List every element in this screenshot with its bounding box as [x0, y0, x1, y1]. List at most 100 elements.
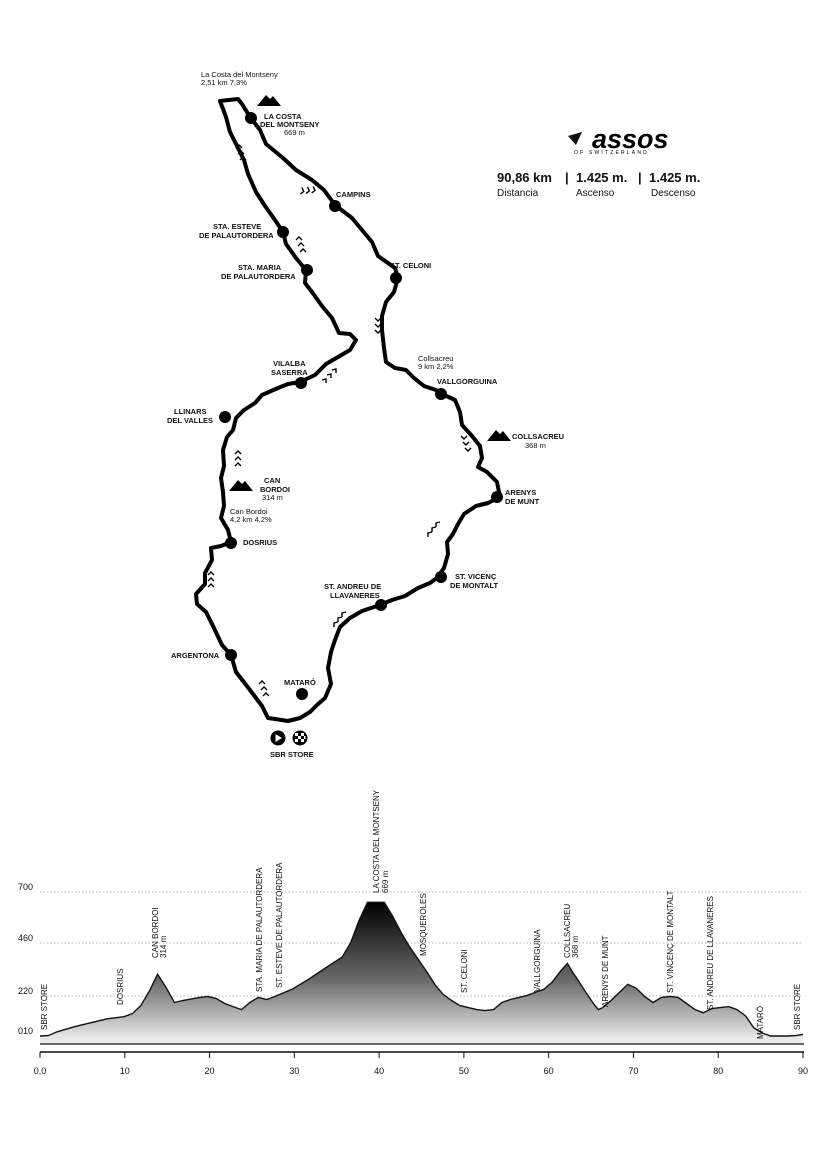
profile-label-sbr-start: SBR STORE: [40, 984, 49, 1030]
town-llinars-2: DEL VALLES: [167, 416, 213, 425]
profile-label-st-esteve: ST. ESTEVE DE PALAUTORDERA: [275, 862, 284, 988]
arrow-up-icon: [321, 368, 337, 383]
profile-label-collsacreu: COLLSACREU: [563, 904, 572, 958]
arrow-up-icon: [258, 680, 270, 697]
profile-label-can-bordoi-alt: 314 m: [159, 935, 168, 958]
town-dot: [435, 571, 447, 583]
stat-descent-label: Descenso: [651, 188, 696, 199]
route-line: [194, 97, 502, 723]
stat-distance-label: Distancia: [497, 188, 539, 199]
x-tick-label: 40: [374, 1066, 384, 1076]
y-tick-label: 460: [18, 933, 33, 943]
profile-label-collsacreu-alt: 368 m: [571, 935, 580, 958]
mountain-icon: [257, 95, 281, 106]
town-dot: [390, 272, 402, 284]
x-tick-label: 30: [289, 1066, 299, 1076]
start-finish-icons: [270, 730, 308, 746]
town-dot: [219, 411, 231, 423]
town-vallgorguina: VALLGORGUINA: [437, 377, 498, 386]
town-dot: [225, 649, 237, 661]
x-tick-label: 60: [544, 1066, 554, 1076]
arrow-up-icon: [234, 450, 242, 467]
peak-collsacreu-alt: 368 m: [525, 441, 546, 450]
profile-labels: SBR STORE DOSRIUS CAN BORDOI 314 m STA. …: [40, 789, 802, 1039]
climb-costa-name: La Costa del Montseny: [201, 70, 278, 79]
y-tick-label: 700: [18, 882, 33, 892]
stat-ascent-label: Ascenso: [576, 188, 615, 199]
town-dot: [295, 377, 307, 389]
y-tick-label: 220: [18, 986, 33, 996]
stat-separator-1: |: [565, 170, 569, 185]
town-dot: [245, 112, 257, 124]
profile-label-dosrius: DOSRIUS: [116, 969, 125, 1005]
brand-tagline: OF SWITZERLAND: [574, 150, 649, 156]
peak-costa-name: LA COSTA: [264, 112, 302, 121]
peak-costa-alt: 669 m: [284, 128, 305, 137]
stat-descent: 1.425 m.: [649, 170, 700, 185]
profile-label-arenys: ARENYS DE MUNT: [601, 935, 610, 1007]
profile-outline: [39, 901, 804, 1037]
town-dosrius: DOSRIUS: [243, 538, 277, 547]
direction-arrows: [207, 144, 472, 697]
x-tick-label: 20: [205, 1066, 215, 1076]
profile-label-vallgorguina: VALLGORGUINA: [533, 929, 542, 992]
profile-label-sbr-end: SBR STORE: [793, 984, 802, 1030]
x-tick-label: 90: [798, 1066, 808, 1076]
arrow-down-icon: [333, 611, 347, 627]
y-tick-label: 010: [18, 1026, 33, 1036]
profile-label-st-vicenc: ST. VINCENÇ DE MONTALT: [666, 891, 675, 993]
profile-area: [40, 902, 803, 1044]
town-dot: [491, 491, 503, 503]
town-sta-esteve-2: DE PALAUTORDERA: [199, 231, 274, 240]
town-vilalba-2: SASERRA: [271, 368, 308, 377]
town-arenys: ARENYS: [505, 488, 536, 497]
town-dot: [329, 200, 341, 212]
brand-name: assos: [592, 124, 669, 154]
elevation-profile: 700 460 220 010 0,0 10 20 30 40 50 60 70 80 90 SB…: [18, 789, 808, 1076]
peak-can-bordoi-name-2: BORDOI: [260, 485, 290, 494]
profile-label-sta-maria: STA. MARIA DE PALAUTORDERA: [255, 867, 264, 992]
profile-label-costa-alt: 669 m: [381, 870, 390, 893]
town-llinars: LLINARS: [174, 407, 207, 416]
profile-label-mosqueroles: MOSQUEROLES: [419, 893, 428, 956]
arrow-down-icon: [299, 186, 316, 195]
stat-distance: 90,86 km: [497, 170, 552, 185]
arrow-up-icon: [207, 571, 215, 588]
town-st-vicenc-2: DE MONTALT: [450, 581, 498, 590]
peak-costa-name-2: DEL MONTSENY: [260, 120, 319, 129]
start-label: SBR STORE: [270, 750, 314, 759]
town-st-celoni: ST. CELONI: [390, 261, 431, 270]
x-tick-label: 50: [459, 1066, 469, 1076]
town-arenys-2: DE MUNT: [505, 497, 540, 506]
town-dot: [277, 226, 289, 238]
mountain-icon: [487, 430, 511, 441]
x-tick-label: 70: [628, 1066, 638, 1076]
town-dot: [225, 537, 237, 549]
y-axis: 700 460 220 010: [18, 882, 33, 1036]
brand-logo: assos OF SWITZERLAND: [568, 124, 669, 156]
town-dot: [296, 688, 308, 700]
x-axis: 0,0 10 20 30 40 50 60 70 80 90: [34, 1052, 808, 1076]
route-map: La Costa del Montseny 2,51 km 7,3% LA CO…: [167, 70, 564, 759]
town-dot: [375, 599, 387, 611]
town-st-vicenc: ST. VICENÇ: [455, 572, 497, 581]
x-tick-label: 0,0: [34, 1066, 47, 1076]
town-markers: [219, 112, 503, 700]
profile-label-can-bordoi: CAN BORDOI: [151, 907, 160, 958]
mountain-icon: [229, 480, 253, 491]
climb-collsacreu-stats: 9 km 2,2%: [418, 362, 454, 371]
climb-costa-stats: 2,51 km 7,3%: [201, 78, 247, 87]
stat-separator-2: |: [638, 170, 642, 185]
arrow-up-icon: [295, 236, 307, 253]
climb-collsacreu-name: Collsacreu: [418, 354, 453, 363]
arrow-down-icon: [460, 435, 472, 452]
town-dot: [435, 388, 447, 400]
peak-markers: [229, 95, 511, 491]
profile-label-mataro: MATARÓ: [756, 1006, 765, 1039]
profile-label-st-celoni: ST. CELONI: [460, 949, 469, 993]
x-tick-label: 10: [120, 1066, 130, 1076]
town-sta-maria: STA. MARIA: [238, 263, 282, 272]
x-tick-label: 80: [713, 1066, 723, 1076]
town-dot: [301, 264, 313, 276]
